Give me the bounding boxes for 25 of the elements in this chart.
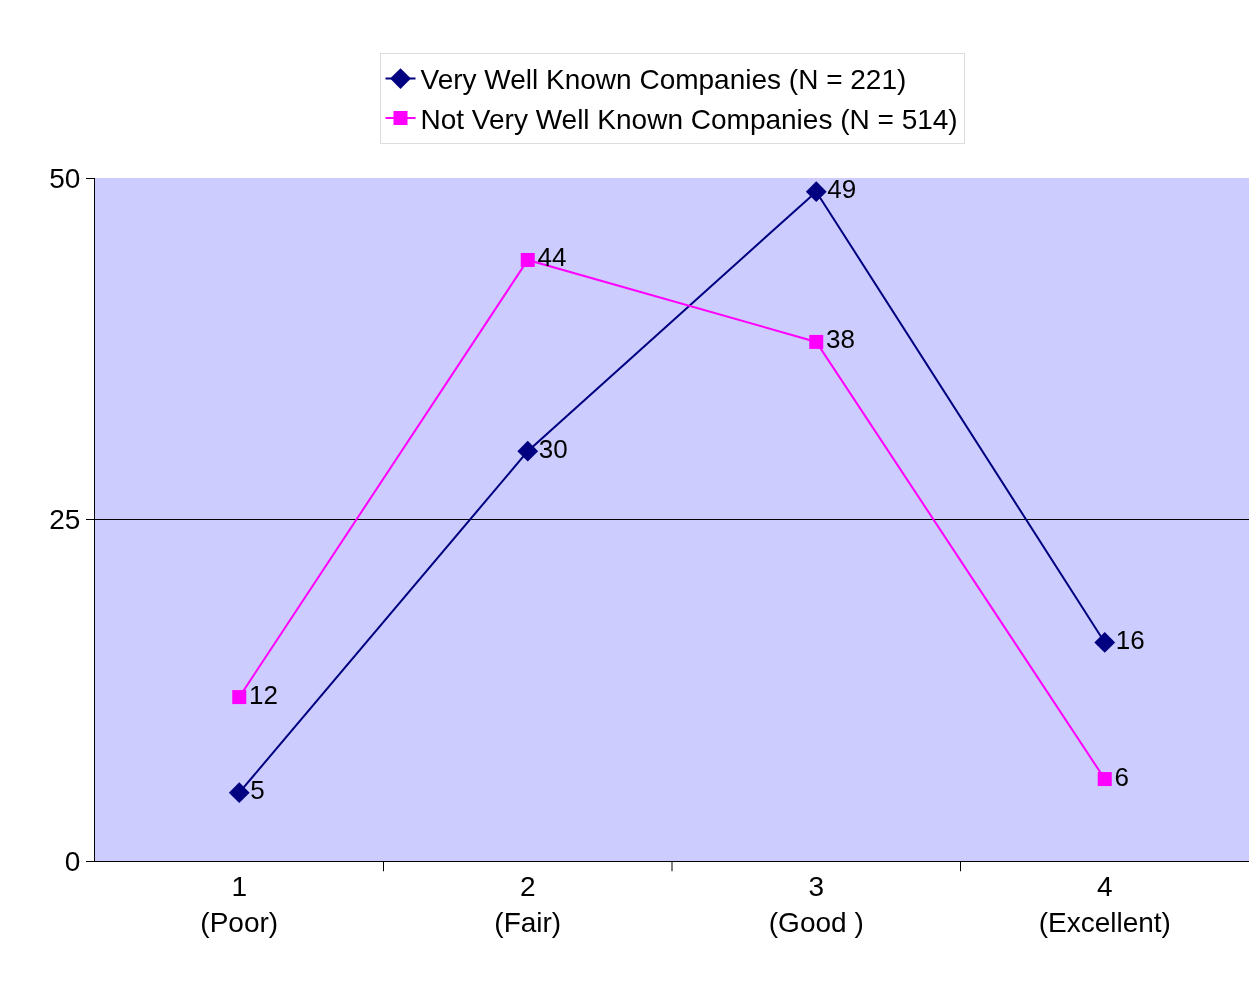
legend-label: Not Very Well Known Companies (N = 514)	[420, 103, 958, 135]
point	[228, 782, 250, 804]
x-tick-label: 4 (Excellent)	[1038, 870, 1171, 938]
data-label: 16	[1115, 624, 1145, 655]
legend-label: Very Well Known Companies (N = 221)	[420, 64, 907, 96]
point	[520, 252, 535, 267]
y-tick-label: 50	[49, 162, 81, 194]
x-tick-label: 3 (Good )	[768, 870, 864, 938]
data-label: 6	[1114, 761, 1129, 792]
data-label: 49	[827, 174, 857, 205]
point	[1097, 772, 1112, 787]
y-tick-label: 25	[49, 504, 81, 536]
data-label: 30	[538, 433, 568, 464]
point	[805, 181, 827, 203]
data-label: 44	[537, 242, 567, 273]
y-tick-label: 0	[64, 845, 81, 877]
x-tick-label: 1 (Poor)	[200, 870, 279, 938]
point	[232, 690, 247, 705]
data-label: 12	[249, 679, 278, 710]
data-label: 38	[826, 324, 855, 355]
x-tick-label: 2 (Fair)	[494, 870, 562, 938]
point	[517, 440, 539, 462]
point	[1094, 632, 1116, 653]
point	[809, 334, 824, 349]
data-label: 5	[250, 775, 265, 806]
